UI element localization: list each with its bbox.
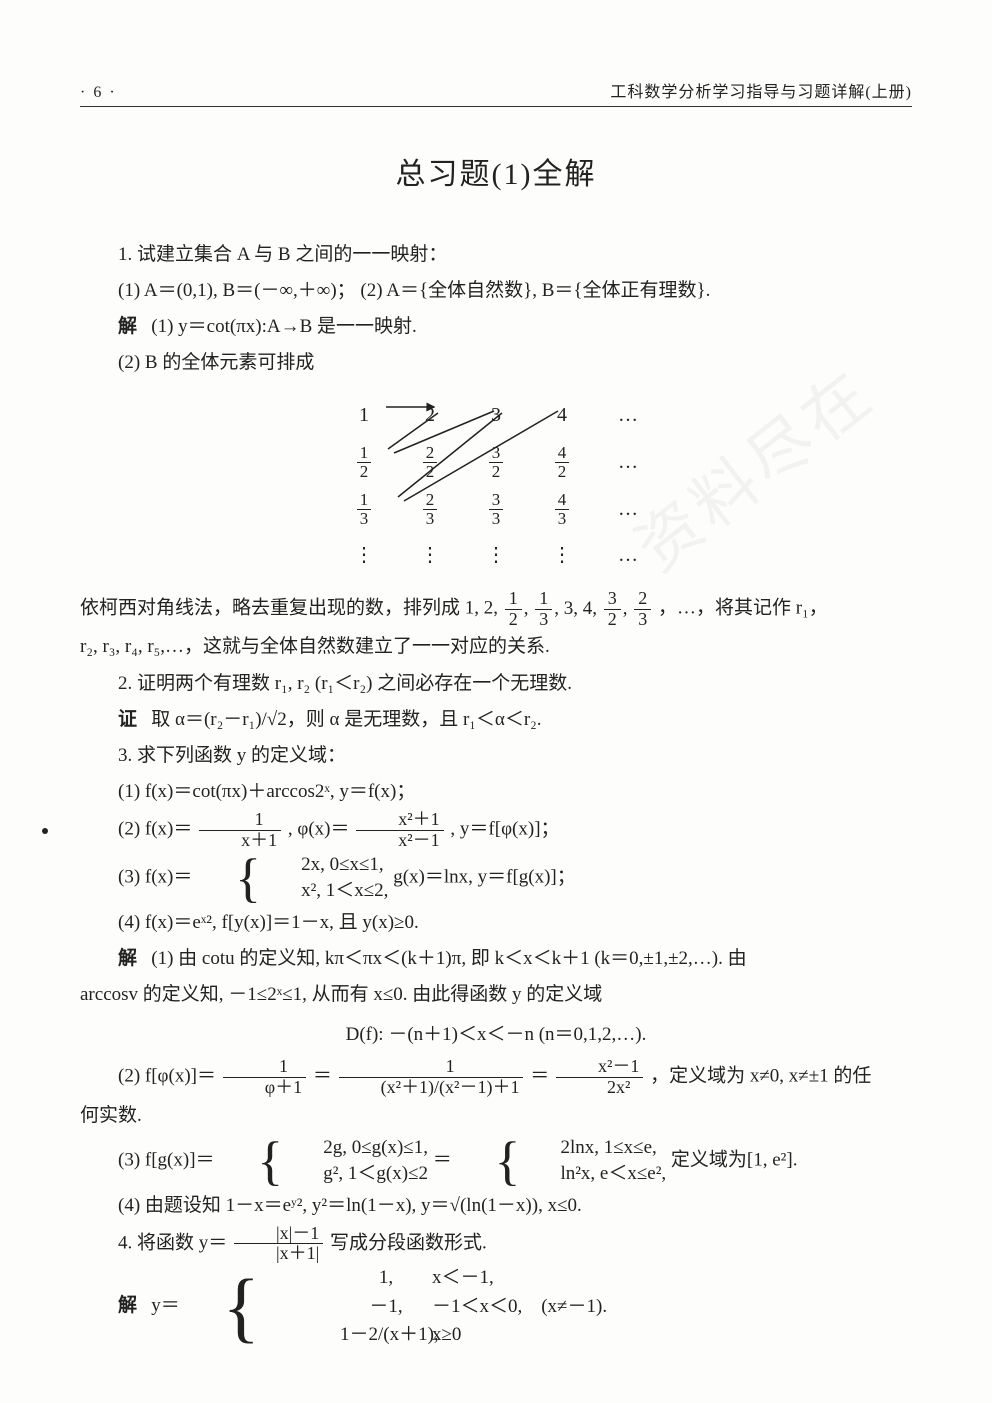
diag-cell: 22	[416, 441, 444, 482]
diag-cell: 1	[350, 395, 378, 435]
problem-2: 2. 证明两个有理数 r₁, r₂ (r₁＜r₂) 之间必存在一个无理数.	[80, 666, 912, 702]
diag-cell: 33	[482, 488, 510, 529]
problem-3-sol2: (2) f[φ(x)]＝ 1φ＋1 ＝ 1(x²＋1)/(x²－1)＋1 ＝ x…	[80, 1057, 912, 1098]
page: 资料尽在 · 6 · 工科数学分析学习指导与习题详解(上册) 总习题(1)全解 …	[0, 0, 992, 1403]
problem-3-sol3: (3) f[g(x)]＝ { 2g, 0≤g(x)≤1, g², 1＜g(x)≤…	[80, 1134, 912, 1188]
text: , φ(x)＝	[288, 819, 350, 840]
diag-cell: 23	[416, 488, 444, 529]
solution-label: 解	[118, 316, 137, 337]
problem-3-4: (4) f(x)＝eˣ², f[y(x)]＝1－x, 且 y(x)≥0.	[80, 905, 912, 941]
content-body: 1. 试建立集合 A 与 B 之间的一一映射： (1) A＝(0,1), B＝(…	[80, 237, 912, 1350]
problem-1-solution-2-after2: r₂, r₃, r₄, r₅,…，这就与全体自然数建立了一一对应的关系.	[80, 629, 912, 665]
problem-1-solution-2-intro: (2) B 的全体元素可排成	[80, 345, 912, 381]
text: (2) f(x)＝	[118, 819, 192, 840]
solution-1-text: (1) y＝cot(πx):A→B 是一一映射.	[151, 316, 417, 337]
problem-1-solution-1: 解 (1) y＝cot(πx):A→B 是一一映射.	[80, 309, 912, 345]
proof-label: 证	[118, 709, 137, 730]
problem-2-proof: 证 取 α＝(r₂－r₁)/√2，则 α 是无理数，且 r₁＜α＜r₂.	[80, 702, 912, 738]
problem-1: 1. 试建立集合 A 与 B 之间的一一映射：	[80, 237, 912, 273]
section-title: 总习题(1)全解	[80, 149, 912, 193]
diag-cell: ⋮	[548, 535, 576, 575]
diag-cell: 2	[416, 395, 444, 435]
diag-cell: 42	[548, 441, 576, 482]
text: (2) f[φ(x)]＝	[118, 1066, 216, 1087]
problem-4: 4. 将函数 y＝ |x|－1|x＋1| 写成分段函数形式.	[80, 1224, 912, 1265]
problem-1-sub: (1) A＝(0,1), B＝(－∞,＋∞)； (2) A＝{全体自然数}, B…	[80, 273, 912, 309]
text: (1) 由 cotu 的定义知, kπ＜πx＜(k＋1)π, 即 k＜x＜k＋1…	[151, 948, 746, 969]
diag-cell: ⋮	[416, 535, 444, 575]
diag-cell: 12	[350, 441, 378, 482]
diag-cell: ⋮	[482, 535, 510, 575]
text: 写成分段函数形式.	[330, 1232, 487, 1253]
proof-text: 取 α＝(r₂－r₁)/√2，则 α 是无理数，且 r₁＜α＜r₂.	[151, 709, 541, 730]
text: ，定义域为 x≠0, x≠±1 的任	[650, 1066, 871, 1087]
margin-dot	[42, 828, 48, 834]
diag-cell: …	[614, 488, 642, 529]
cantor-diagonal-table: 1234…12223242…13233343…⋮⋮⋮⋮…	[80, 389, 912, 581]
diag-cell: 13	[350, 488, 378, 529]
text: y＝	[151, 1295, 180, 1316]
diag-cell: 3	[482, 395, 510, 435]
diag-cell: …	[614, 441, 642, 482]
problem-1-solution-2-after: 依柯西对角线法，略去重复出现的数，排列成 1, 2, 12, 13, 3, 4,…	[80, 589, 912, 630]
solution-label: 解	[118, 948, 137, 969]
diag-cell: ⋮	[350, 535, 378, 575]
problem-3-2: (2) f(x)＝ 1x＋1 , φ(x)＝ x²＋1x²－1 , y＝f[φ(…	[80, 810, 912, 851]
diag-cell: …	[614, 395, 642, 435]
diag-cell: 43	[548, 488, 576, 529]
text: , y＝f[φ(x)]；	[450, 819, 559, 840]
page-header: · 6 · 工科数学分析学习指导与习题详解(上册)	[80, 78, 912, 107]
solution-label: 解	[118, 1295, 137, 1316]
problem-3-3: (3) f(x)＝ { 2x, 0≤x≤1, x², 1＜x≤2, g(x)＝l…	[80, 851, 912, 905]
page-number: · 6 ·	[80, 84, 117, 102]
problem-3-sol1c: D(f): －(n＋1)＜x＜－n (n＝0,1,2,…).	[80, 1017, 912, 1053]
problem-3: 3. 求下列函数 y 的定义域：	[80, 738, 912, 774]
text: 依柯西对角线法，略去重复出现的数，排列成 1, 2,	[80, 598, 503, 619]
text: ，…，将其记作 r₁，	[658, 598, 828, 619]
diag-cell: 4	[548, 395, 576, 435]
text: 4. 将函数 y＝	[118, 1232, 227, 1253]
text: 定义域为[1, e²].	[671, 1149, 798, 1170]
problem-3-sol4: (4) 由题设知 1－x＝eʸ², y²＝ln(1－x), y＝√(ln(1－x…	[80, 1188, 912, 1224]
book-title: 工科数学分析学习指导与习题详解(上册)	[610, 78, 912, 102]
problem-3-sol1b: arccosv 的定义知, －1≤2ˣ≤1, 从而有 x≤0. 由此得函数 y …	[80, 977, 912, 1013]
problem-3-sol2c: 何实数.	[80, 1098, 912, 1134]
diag-cell: …	[614, 535, 642, 575]
diag-cell: 32	[482, 441, 510, 482]
text: (3) f(x)＝	[118, 866, 192, 887]
text: (3) f[g(x)]＝	[118, 1149, 215, 1170]
problem-3-1: (1) f(x)＝cot(πx)＋arccos2ˣ, y＝f(x)；	[80, 774, 912, 810]
text: g(x)＝lnx, y＝f[g(x)]；	[393, 866, 576, 887]
problem-4-solution: 解 y＝ { 1,x＜－1, －1,－1＜x＜0, (x≠－1). 1－2/(x…	[80, 1264, 912, 1350]
problem-3-sol1a: 解 (1) 由 cotu 的定义知, kπ＜πx＜(k＋1)π, 即 k＜x＜k…	[80, 941, 912, 977]
